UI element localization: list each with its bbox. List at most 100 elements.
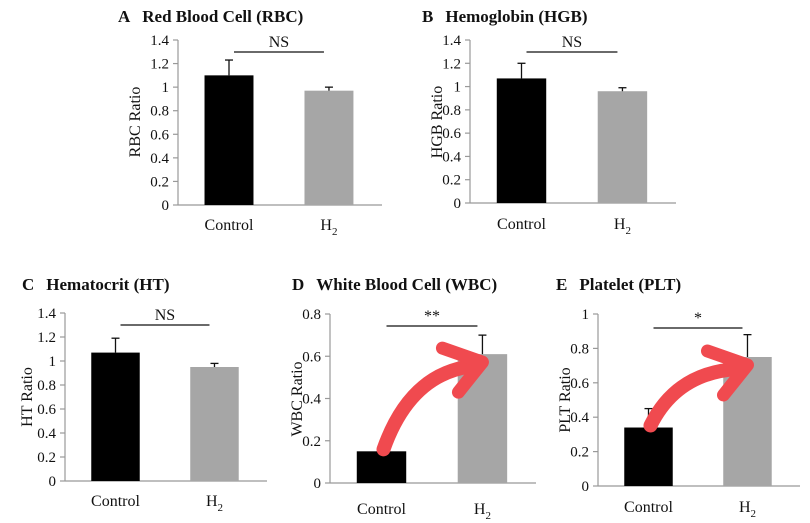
category-label-control: Control [91, 493, 140, 510]
significance-label: ** [424, 308, 440, 325]
panel-title-text: Hematocrit (HT) [46, 275, 169, 294]
y-axis-label: HGB Ratio [429, 86, 446, 158]
category-label-control: Control [624, 499, 673, 516]
y-tick-label: 0.8 [302, 307, 321, 323]
y-tick-label: 0.6 [442, 126, 461, 142]
y-tick-label: 0.6 [570, 376, 589, 392]
category-text: H [474, 501, 486, 518]
y-tick-label: 0 [49, 474, 57, 490]
panel-title: C Hematocrit (HT) [22, 275, 169, 294]
panel-letter: B [422, 7, 433, 26]
category-text: H [739, 499, 751, 516]
bar-control [91, 352, 140, 481]
y-tick-label: 0.8 [150, 104, 169, 120]
y-tick-label: 1.2 [150, 57, 169, 73]
significance-label: NS [269, 34, 289, 51]
panel-b: B Hemoglobin (HGB) 0 0.2 0.4 0.6 0.8 1 1.2 1.4 HGB… [422, 7, 676, 237]
y-tick-label: 0.4 [302, 392, 321, 408]
y-tick-label: 0.6 [302, 349, 321, 365]
y-tick-label: 0.2 [150, 174, 169, 190]
y-tick-label: 1.4 [37, 306, 56, 322]
y-tick-label: 1 [582, 307, 590, 323]
subscript-2: 2 [218, 502, 224, 514]
panel-title-text: Platelet (PLT) [579, 275, 681, 294]
category-text: H [614, 216, 626, 233]
y-axis-label: PLT Ratio [557, 367, 574, 432]
panel-e: E Platelet (PLT) 0 0.2 0.4 0.6 0.8 1 PLT Ratio Co… [556, 275, 800, 520]
panel-a: A Red Blood Cell (RBC) 0 0.2 0.4 0.6 0.8 1 1.2 1.… [118, 7, 382, 238]
panel-letter: E [556, 275, 567, 294]
category-text: H [320, 217, 332, 234]
panel-title-text: Red Blood Cell (RBC) [142, 7, 303, 26]
subscript-2: 2 [485, 510, 491, 522]
y-axis-label: RBC Ratio [127, 87, 144, 158]
y-tick-label: 0.8 [442, 103, 461, 119]
y-tick-label: 0.4 [150, 151, 169, 167]
y-tick-label: 0 [162, 198, 170, 214]
panel-title-text: Hemoglobin (HGB) [445, 7, 587, 26]
bar-h2 [597, 91, 648, 203]
subscript-2: 2 [332, 226, 338, 238]
y-tick-label: 1 [454, 80, 462, 96]
y-axis-label: WBC Ratio [289, 361, 306, 436]
y-tick-label: 1.2 [442, 56, 461, 72]
highlight-arrowhead [700, 344, 754, 402]
y-tick-label: 0.6 [37, 402, 56, 418]
significance-label: * [694, 310, 702, 327]
category-label-h2: H2 [320, 217, 337, 238]
bar-control [624, 427, 673, 486]
panel-title: B Hemoglobin (HGB) [422, 7, 588, 26]
category-text: Control [357, 501, 406, 518]
bar-h2 [304, 90, 354, 205]
category-text: Control [497, 216, 546, 233]
y-tick-label: 0.2 [37, 450, 56, 466]
y-axis-label: HT Ratio [19, 367, 36, 427]
y-tick-label: 1 [162, 80, 170, 96]
y-tick-label: 0.6 [150, 127, 169, 143]
y-tick-label: 0 [314, 476, 322, 492]
panel-title: E Platelet (PLT) [556, 275, 681, 294]
panel-title-text: White Blood Cell (WBC) [316, 275, 497, 294]
y-tick-label: 1 [49, 354, 57, 370]
y-tick-label: 0.8 [570, 341, 589, 357]
category-label-control: Control [205, 217, 254, 234]
panel-title: D White Blood Cell (WBC) [292, 275, 497, 294]
y-tick-label: 0.2 [570, 445, 589, 461]
panel-letter: A [118, 7, 131, 26]
y-tick-label: 0.4 [570, 410, 589, 426]
category-text: Control [205, 217, 254, 234]
significance-label: NS [155, 307, 175, 324]
category-label-control: Control [497, 216, 546, 233]
significance-label: NS [562, 34, 582, 51]
panel-letter: D [292, 275, 304, 294]
bar-control [204, 75, 254, 205]
panel-d: D White Blood Cell (WBC) 0 0.2 0.4 0.6 0.8 WBC … [289, 275, 536, 522]
y-tick-label: 0.4 [37, 426, 56, 442]
category-text: Control [91, 493, 140, 510]
category-label-h2: H2 [739, 499, 756, 520]
y-tick-label: 1.2 [37, 330, 56, 346]
y-tick-label: 0.2 [302, 434, 321, 450]
y-tick-label: 0 [582, 479, 590, 495]
category-label-control: Control [357, 501, 406, 518]
y-tick-label: 0.4 [442, 149, 461, 165]
bar-h2 [190, 367, 239, 481]
highlight-arrow [643, 362, 745, 433]
bar-control [356, 451, 407, 483]
category-label-h2: H2 [614, 216, 631, 237]
y-tick-label: 1.4 [150, 33, 169, 49]
category-label-h2: H2 [474, 501, 491, 522]
y-tick-label: 1.4 [442, 33, 461, 49]
panel-c: C Hematocrit (HT) 0 0.2 0.4 0.6 0.8 1 1.2 1.4 HT R… [19, 275, 267, 514]
subscript-2: 2 [625, 225, 631, 237]
bar-control [496, 78, 547, 203]
category-label-h2: H2 [206, 493, 223, 514]
category-text: Control [624, 499, 673, 516]
y-tick-label: 0.2 [442, 173, 461, 189]
y-tick-label: 0 [454, 196, 462, 212]
highlight-arrowhead [435, 341, 489, 399]
highlight-arrow [376, 359, 480, 457]
subscript-2: 2 [751, 508, 757, 520]
panel-title: A Red Blood Cell (RBC) [118, 7, 303, 26]
